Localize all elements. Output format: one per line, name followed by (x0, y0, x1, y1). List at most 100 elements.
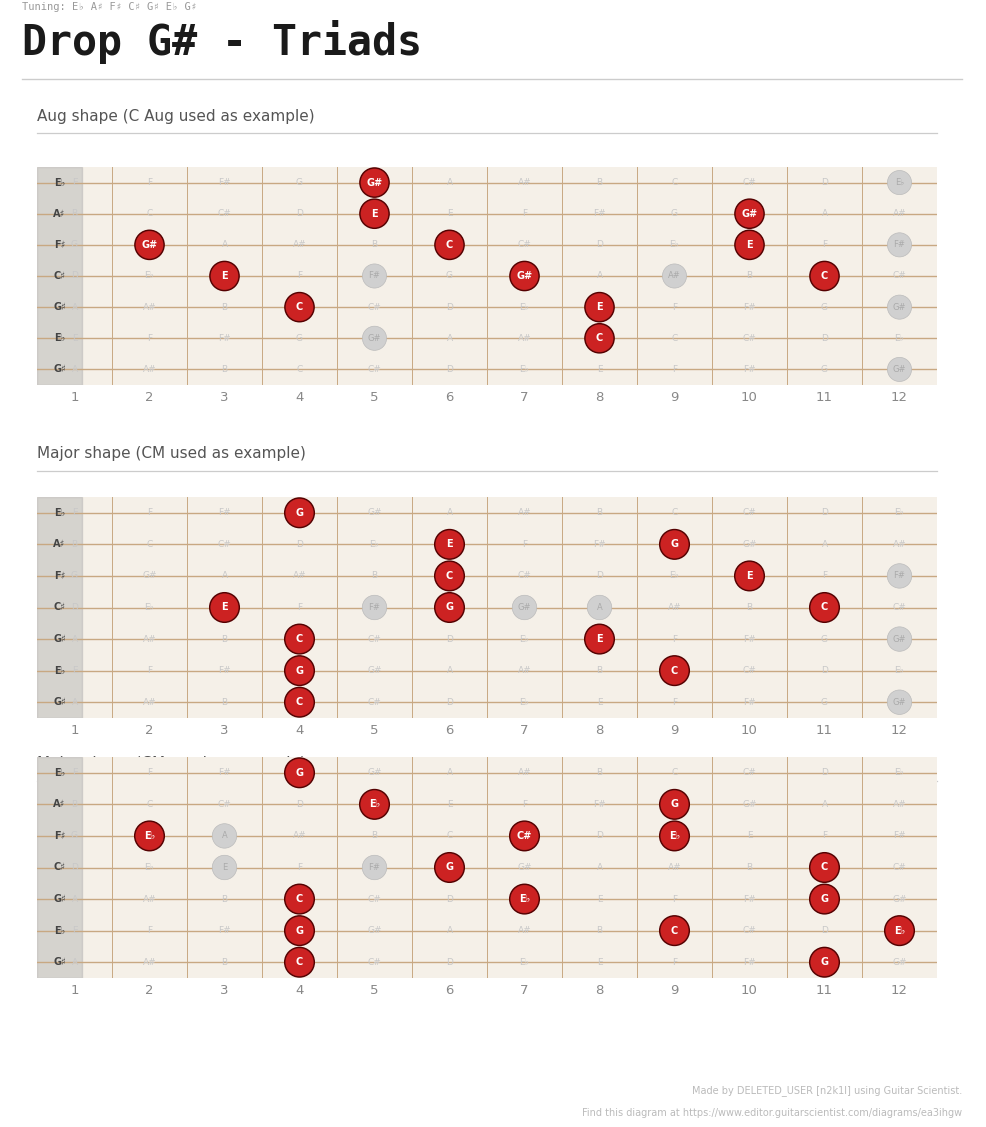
Text: G#: G# (517, 863, 531, 872)
Ellipse shape (886, 690, 911, 715)
Text: F: F (821, 571, 826, 580)
Text: F#: F# (593, 210, 605, 219)
Ellipse shape (435, 594, 462, 621)
Text: E♭: E♭ (54, 666, 65, 676)
Ellipse shape (284, 687, 314, 717)
Text: C: C (820, 603, 827, 612)
Text: F: F (147, 178, 152, 187)
Text: G: G (445, 603, 453, 612)
Text: Major shape (CM used as example): Major shape (CM used as example) (36, 756, 306, 771)
Text: E♭: E♭ (519, 635, 528, 644)
Text: B: B (596, 508, 601, 517)
Text: B: B (71, 800, 78, 809)
Ellipse shape (810, 948, 837, 976)
Text: A: A (446, 178, 453, 187)
Text: G: G (820, 698, 827, 707)
Text: C#: C# (367, 698, 381, 707)
Text: C: C (670, 925, 677, 935)
Text: C: C (820, 270, 827, 281)
Text: B: B (745, 603, 751, 612)
Text: G: G (820, 303, 827, 312)
Text: F: F (671, 365, 676, 374)
Text: C#: C# (367, 303, 381, 312)
Text: B: B (745, 272, 751, 281)
Text: G#: G# (367, 666, 382, 675)
Text: A#: A# (518, 666, 530, 675)
Text: G: G (446, 272, 453, 281)
Text: F: F (297, 272, 302, 281)
Text: F: F (147, 508, 152, 517)
Text: E♭: E♭ (519, 365, 528, 374)
Text: C: C (446, 832, 453, 841)
Ellipse shape (285, 499, 314, 526)
Text: G#: G# (892, 303, 905, 312)
Text: E♭: E♭ (519, 303, 528, 312)
Text: A#: A# (891, 210, 905, 219)
Ellipse shape (134, 822, 164, 851)
Text: C#: C# (367, 895, 381, 904)
Ellipse shape (584, 624, 613, 654)
Text: C: C (146, 800, 153, 809)
Text: F#: F# (218, 178, 231, 187)
Text: B: B (596, 769, 601, 778)
Text: G#: G# (367, 769, 382, 778)
Ellipse shape (509, 822, 538, 851)
Text: A#: A# (518, 769, 530, 778)
Text: A: A (71, 698, 78, 707)
Text: G: G (819, 894, 827, 904)
Text: F#: F# (892, 832, 905, 841)
Text: G: G (295, 666, 303, 676)
Text: D: D (296, 540, 303, 549)
Text: G: G (669, 799, 677, 809)
Text: Find this diagram at https://www.editor.guitarscientist.com/diagrams/ea3ihgw: Find this diagram at https://www.editor.… (582, 1108, 961, 1118)
Ellipse shape (361, 199, 387, 228)
Text: F#: F# (368, 863, 380, 872)
Ellipse shape (360, 168, 388, 197)
Text: F: F (147, 334, 152, 343)
Text: E: E (447, 210, 452, 219)
Text: C♯: C♯ (53, 862, 65, 872)
Ellipse shape (360, 790, 388, 818)
Text: F#: F# (892, 571, 904, 580)
Text: C: C (296, 302, 303, 312)
Ellipse shape (285, 948, 314, 976)
Text: G: G (445, 862, 453, 872)
Text: A: A (71, 365, 78, 374)
Text: D: D (296, 210, 303, 219)
Text: F♯: F♯ (54, 831, 65, 841)
Text: F: F (522, 210, 527, 219)
Ellipse shape (659, 530, 688, 559)
Text: E♭: E♭ (893, 508, 903, 517)
Text: E: E (72, 334, 77, 343)
Text: F#: F# (742, 698, 755, 707)
Text: G: G (71, 240, 78, 249)
Text: G#: G# (891, 958, 906, 967)
Text: A#: A# (293, 240, 306, 249)
Text: F#: F# (218, 926, 231, 935)
Text: E♭: E♭ (669, 571, 678, 580)
Text: C: C (446, 240, 453, 250)
Text: G♯: G♯ (53, 302, 66, 312)
Ellipse shape (285, 758, 314, 787)
Text: D: D (446, 958, 453, 967)
Text: D: D (446, 303, 453, 312)
Text: C#: C# (741, 666, 755, 675)
Ellipse shape (135, 230, 164, 259)
Text: Drop G# - Triads: Drop G# - Triads (22, 20, 421, 64)
Text: C#: C# (891, 863, 905, 872)
Ellipse shape (135, 822, 164, 850)
Text: F: F (522, 800, 527, 809)
Ellipse shape (810, 853, 837, 881)
Ellipse shape (285, 885, 314, 913)
Text: B: B (221, 958, 228, 967)
Text: G: G (669, 540, 677, 549)
Text: C#: C# (367, 958, 381, 967)
Text: E: E (371, 208, 378, 219)
Text: C#: C# (741, 926, 755, 935)
Text: G#: G# (366, 178, 383, 187)
Text: G: G (296, 178, 303, 187)
Text: E♭: E♭ (54, 925, 65, 935)
Text: F#: F# (892, 240, 904, 249)
Text: F: F (147, 926, 152, 935)
Text: G: G (820, 635, 827, 644)
